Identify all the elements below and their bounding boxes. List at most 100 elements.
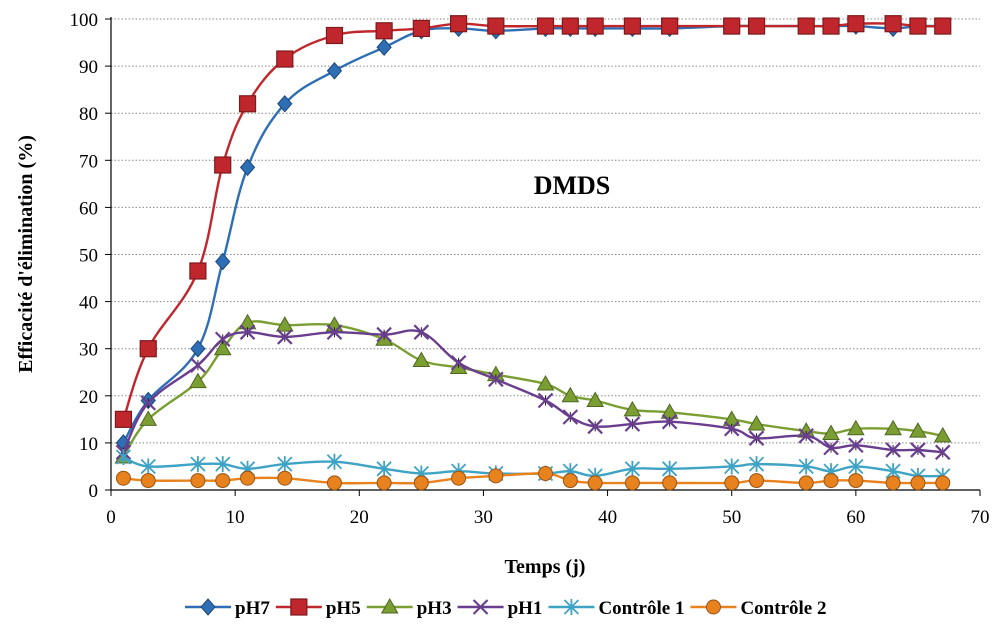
data-point: [190, 339, 206, 358]
y-tick-label: 100: [70, 10, 99, 31]
data-point: [214, 156, 232, 174]
data-point: [747, 415, 766, 431]
x-tick-label: 30: [474, 507, 493, 528]
data-point: [823, 473, 839, 489]
data-point: [909, 422, 927, 438]
series-ph7: [115, 17, 951, 452]
data-point: [885, 475, 901, 491]
legend-label: Contrôle 2: [740, 598, 826, 619]
y-tick-label: 90: [79, 57, 98, 78]
legend-marker: [472, 599, 489, 615]
data-point: [662, 460, 678, 477]
series-line: [122, 22, 943, 420]
data-point: [240, 470, 256, 486]
legend-label: Contrôle 1: [598, 598, 684, 619]
data-point: [536, 17, 555, 35]
data-point: [822, 424, 840, 440]
data-point: [934, 444, 951, 461]
data-point: [326, 324, 343, 340]
data-point: [326, 62, 343, 80]
data-point: [723, 420, 740, 437]
data-point: [412, 19, 430, 38]
series-contr-le-2: [115, 466, 951, 491]
data-point: [189, 262, 207, 280]
data-point: [536, 375, 555, 391]
data-point: [587, 418, 603, 435]
series-line: [122, 329, 943, 454]
data-point: [488, 468, 504, 484]
data-point: [413, 475, 429, 491]
data-point: [325, 26, 344, 45]
data-point: [884, 15, 902, 33]
data-point: [561, 386, 580, 403]
y-tick-label: 10: [79, 434, 98, 455]
data-point: [910, 475, 926, 491]
data-point: [275, 316, 294, 332]
series-ph5: [114, 15, 952, 428]
data-point: [586, 391, 605, 408]
data-point: [190, 473, 206, 489]
x-tick-label: 50: [722, 507, 741, 528]
data-point: [586, 17, 604, 35]
legend-item: pH7: [185, 598, 270, 619]
legend-item: Contrôle 2: [690, 598, 826, 619]
legend-item: Contrôle 1: [548, 598, 684, 619]
y-tick-label: 30: [79, 340, 98, 361]
legend-label: pH7: [235, 598, 270, 619]
data-point: [624, 416, 641, 432]
data-point: [375, 22, 393, 40]
tick-labels: 0 10 20 30 40 50 60 70 80 90 100 0 10 20 30 40 50 60 70: [70, 10, 990, 528]
legend-label: pH3: [417, 598, 452, 619]
y-tick-label: 60: [79, 198, 98, 219]
data-point: [190, 357, 206, 373]
data-point: [413, 324, 430, 340]
legend-item: pH1: [457, 598, 543, 619]
chart-annotation: DMDS: [534, 171, 611, 200]
data-point: [624, 475, 640, 491]
y-tick-label: 80: [79, 104, 98, 125]
legend-item: pH5: [275, 598, 361, 619]
x-tick-label: 10: [226, 507, 245, 528]
y-tick-label: 70: [79, 151, 98, 172]
data-point: [935, 475, 951, 491]
legend-label: pH1: [508, 598, 543, 619]
data-point: [189, 372, 207, 389]
data-point: [114, 410, 133, 428]
legend-marker: [705, 599, 721, 615]
x-axis-title: Temps (j): [505, 556, 586, 578]
x-tick-label: 70: [971, 507, 990, 528]
data-point: [723, 17, 741, 35]
data-point: [724, 475, 740, 491]
data-point: [215, 473, 231, 489]
data-point: [933, 426, 952, 443]
series-line: [122, 320, 944, 458]
series-group: [114, 15, 952, 491]
data-point: [213, 339, 232, 356]
series-line: [122, 455, 943, 478]
data-point: [798, 428, 814, 444]
y-tick-label: 50: [79, 246, 98, 267]
data-point: [562, 409, 579, 425]
y-tick-label: 40: [79, 293, 98, 314]
data-point: [277, 456, 293, 473]
x-tick-label: 40: [598, 507, 617, 528]
data-point: [847, 15, 865, 33]
data-point: [487, 17, 505, 35]
data-point: [885, 442, 901, 458]
legend-marker: [200, 598, 216, 616]
data-point: [538, 466, 553, 482]
data-point: [239, 158, 256, 177]
legend-marker: [290, 598, 308, 616]
data-point: [277, 329, 293, 345]
data-point: [909, 17, 927, 35]
legend: pH7 pH5 pH3 pH1 Contrôle 1 Contrôle 2: [185, 597, 826, 619]
data-point: [190, 456, 206, 473]
data-point: [798, 458, 814, 475]
data-point: [276, 50, 294, 68]
data-point: [797, 17, 815, 35]
data-point: [115, 449, 132, 466]
data-point: [623, 17, 642, 35]
x-tick-label: 20: [350, 507, 369, 528]
